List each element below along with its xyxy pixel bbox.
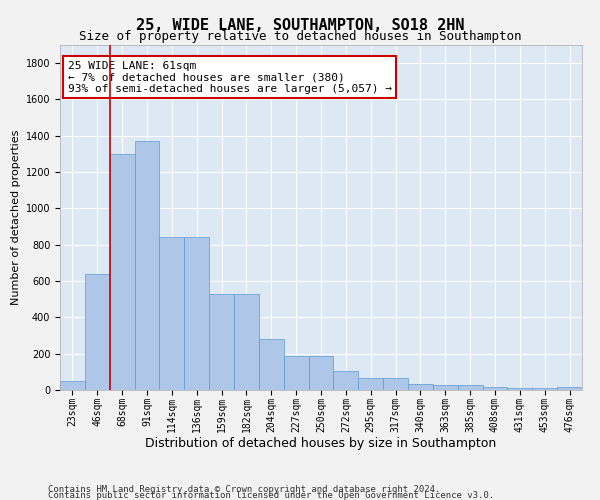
Bar: [383, 378, 408, 390]
X-axis label: Distribution of detached houses by size in Southampton: Distribution of detached houses by size …: [145, 437, 497, 450]
Bar: [482, 388, 508, 390]
Text: Contains public sector information licensed under the Open Government Licence v3: Contains public sector information licen…: [48, 491, 494, 500]
Bar: [433, 384, 458, 390]
Text: 25 WIDE LANE: 61sqm
← 7% of detached houses are smaller (380)
93% of semi-detach: 25 WIDE LANE: 61sqm ← 7% of detached hou…: [68, 60, 392, 94]
Bar: [284, 356, 308, 390]
Bar: [110, 154, 134, 390]
Text: Size of property relative to detached houses in Southampton: Size of property relative to detached ho…: [79, 30, 521, 43]
Bar: [358, 378, 383, 390]
Bar: [308, 356, 334, 390]
Text: Contains HM Land Registry data © Crown copyright and database right 2024.: Contains HM Land Registry data © Crown c…: [48, 485, 440, 494]
Bar: [508, 388, 532, 390]
Bar: [209, 294, 234, 390]
Bar: [134, 141, 160, 390]
Bar: [85, 274, 110, 390]
Bar: [60, 381, 85, 390]
Bar: [234, 294, 259, 390]
Y-axis label: Number of detached properties: Number of detached properties: [11, 130, 22, 305]
Bar: [160, 238, 184, 390]
Bar: [408, 384, 433, 390]
Bar: [458, 384, 482, 390]
Bar: [259, 339, 284, 390]
Bar: [184, 238, 209, 390]
Bar: [532, 388, 557, 390]
Bar: [557, 388, 582, 390]
Bar: [334, 371, 358, 390]
Text: 25, WIDE LANE, SOUTHAMPTON, SO18 2HN: 25, WIDE LANE, SOUTHAMPTON, SO18 2HN: [136, 18, 464, 32]
